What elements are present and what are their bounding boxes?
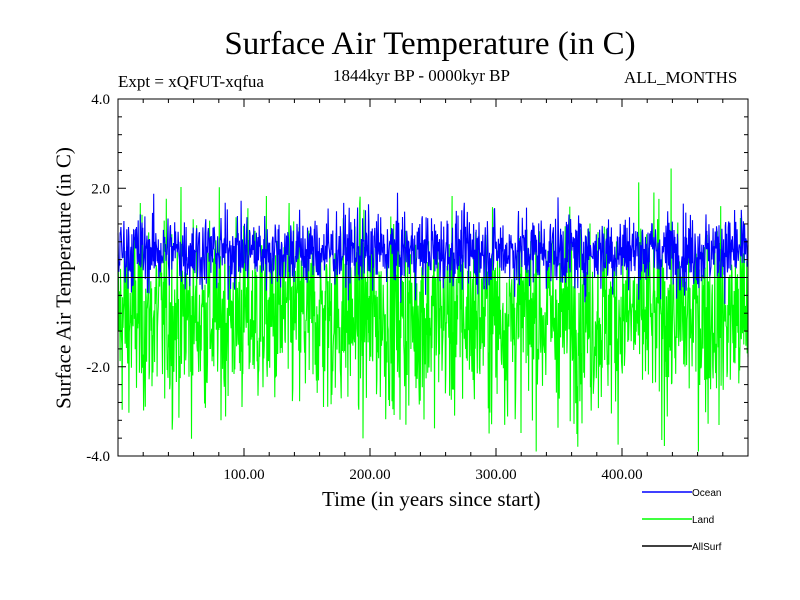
y-tick-label: 0.0	[91, 271, 110, 287]
axes: 100.00 200.00 300.00 400.00 -4.0 -2.0 0.0 2.0 4.…	[86, 92, 749, 483]
y-tick-label: -2.0	[86, 360, 110, 376]
period-label: 1844kyr BP - 0000kyr BP	[333, 66, 510, 85]
legend: Ocean Land AllSurf	[642, 488, 722, 553]
y-tick-label: -4.0	[86, 449, 110, 465]
legend-label-allsurf: AllSurf	[692, 542, 722, 553]
y-tick-label: 2.0	[91, 181, 110, 197]
series-land	[117, 168, 749, 452]
chart-title: Surface Air Temperature (in C)	[224, 26, 636, 62]
x-tick-label: 200.00	[349, 467, 390, 483]
legend-label-land: Land	[692, 515, 714, 526]
x-tick-label: 400.00	[601, 467, 642, 483]
plot-area	[117, 168, 749, 452]
y-tick-label: 4.0	[91, 92, 110, 108]
series-ocean	[117, 192, 749, 304]
months-label: ALL_MONTHS	[624, 68, 738, 87]
experiment-label: Expt = xQFUT-xqfua	[118, 72, 264, 91]
x-tick-label: 300.00	[475, 467, 516, 483]
legend-label-ocean: Ocean	[692, 488, 721, 499]
x-axis-label: Time (in years since start)	[322, 487, 541, 511]
x-tick-label: 100.00	[223, 467, 264, 483]
